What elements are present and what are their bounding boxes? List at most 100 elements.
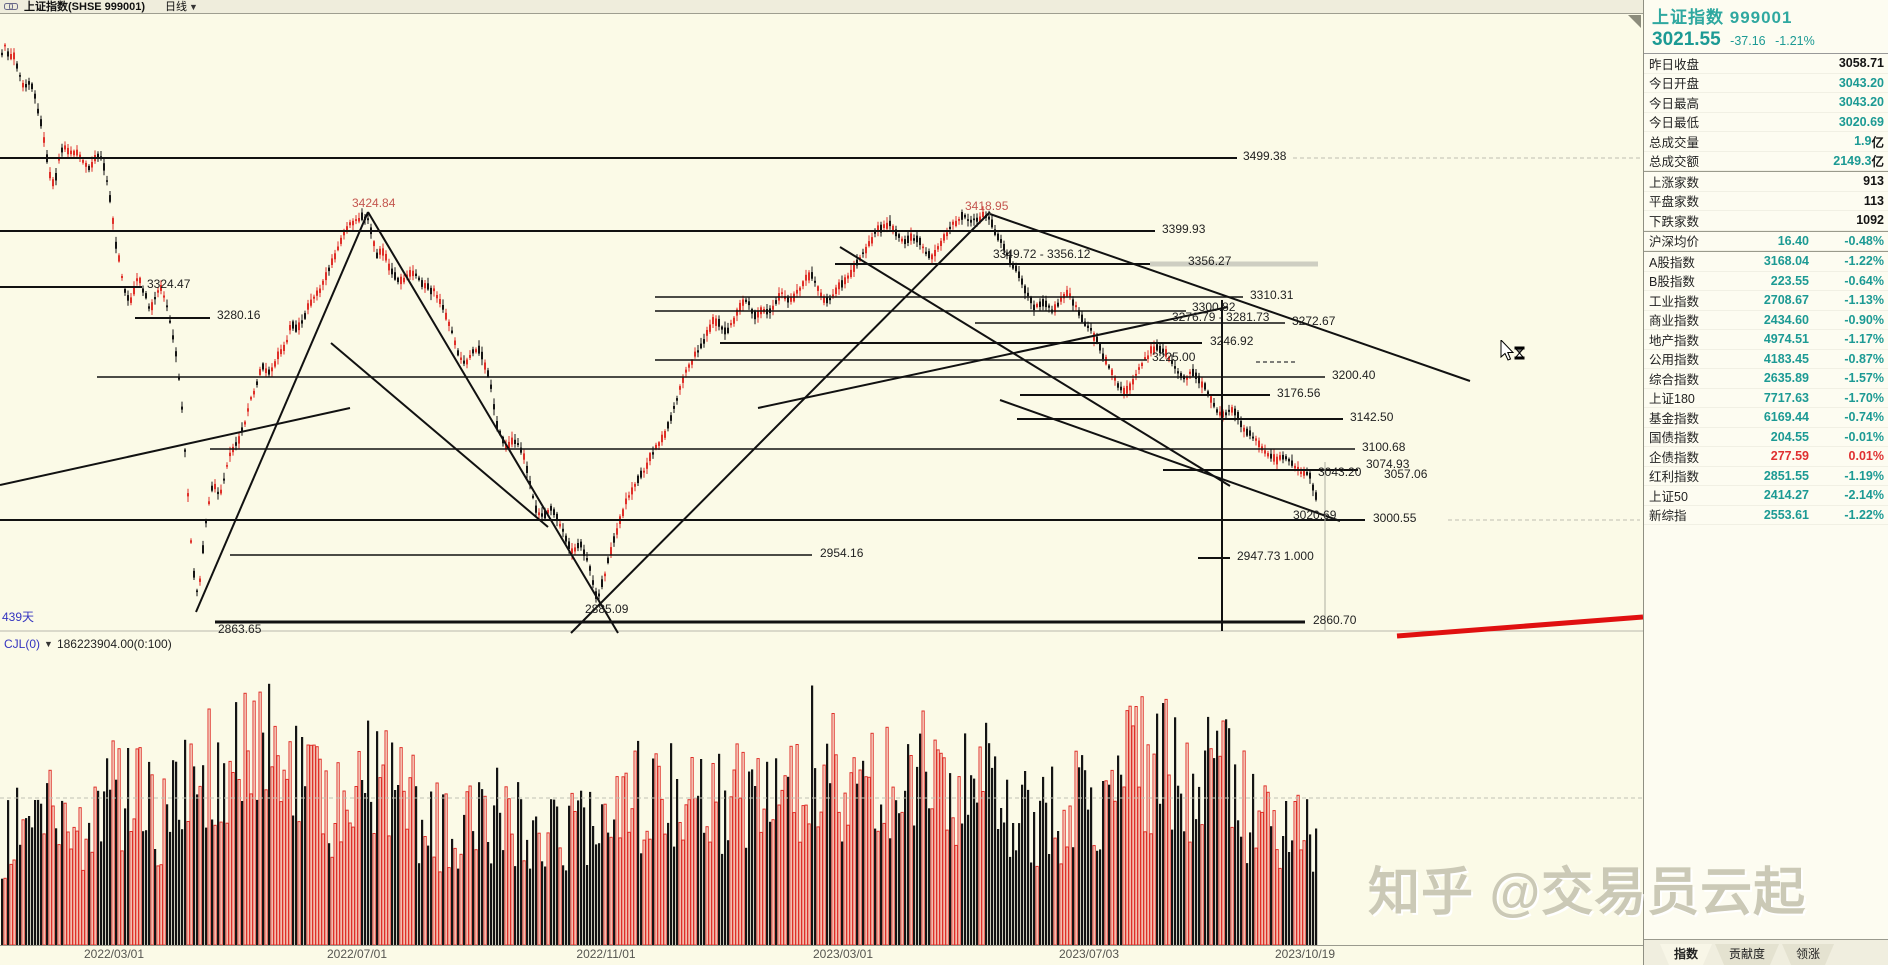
- quote-title: 上证指数 999001: [1652, 3, 1882, 28]
- row-value: 223.55: [1770, 273, 1809, 288]
- index-row[interactable]: A股指数 3168.04 -1.22%: [1644, 252, 1888, 272]
- row-label: 基金指数: [1649, 411, 1700, 426]
- row-value: 277.59: [1770, 449, 1809, 464]
- quote-row[interactable]: 今日最低 3020.69: [1644, 113, 1888, 132]
- price-label: 3418.95: [965, 199, 1009, 213]
- date-tick-label: 2023/10/19: [1275, 947, 1335, 961]
- row-label: 地产指数: [1649, 333, 1700, 348]
- date-axis: 2022/03/01 2022/07/01 2022/11/01 2023/03/01…: [84, 947, 1335, 961]
- price-label: 2954.16: [820, 546, 864, 560]
- quote-row[interactable]: 总成交额 2149.3 亿: [1644, 152, 1888, 171]
- row-value: 6169.44: [1763, 410, 1809, 425]
- price-label: 3499.38: [1243, 149, 1287, 163]
- row-value: 3043.20: [1838, 75, 1884, 90]
- index-quote-list: A股指数 3168.04 -1.22% B股指数 223.55 -0.64% 工业指…: [1644, 251, 1888, 525]
- row-value: 3020.69: [1838, 114, 1884, 129]
- row-value: 3043.20: [1838, 95, 1884, 110]
- price-label: 3272.67: [1292, 314, 1336, 328]
- row-value: 913: [1863, 174, 1884, 189]
- index-row[interactable]: B股指数 223.55 -0.64%: [1644, 272, 1888, 291]
- row-change-pct: -1.13%: [1844, 293, 1884, 308]
- index-row[interactable]: 商业指数 2434.60 -0.90%: [1644, 311, 1888, 330]
- quote-panel: 上证指数 999001 3021.55 -37.16 -1.21% 昨日收盘 3…: [1643, 0, 1888, 965]
- quote-row[interactable]: 总成交量 1.9 亿: [1644, 132, 1888, 152]
- index-row[interactable]: 企债指数 277.59 0.01%: [1644, 447, 1888, 467]
- pane-corner-marker[interactable]: [1628, 15, 1641, 28]
- index-row[interactable]: 地产指数 4974.51 -1.17%: [1644, 330, 1888, 350]
- index-row[interactable]: 基金指数 6169.44 -0.74%: [1644, 408, 1888, 428]
- price-label: 2860.70: [1313, 613, 1357, 627]
- index-row[interactable]: 工业指数 2708.67 -1.13%: [1644, 291, 1888, 311]
- quote-row[interactable]: 昨日收盘 3058.71: [1644, 54, 1888, 74]
- row-value: 3058.71: [1838, 56, 1884, 71]
- row-change-pct: -0.64%: [1844, 273, 1884, 288]
- row-value: 4974.51: [1763, 332, 1809, 347]
- row-unit: 亿: [1871, 155, 1884, 170]
- breadth-row[interactable]: 下跌家数 1092: [1644, 211, 1888, 231]
- price-label: 3020.69: [1293, 508, 1337, 522]
- row-label: 总成交额: [1649, 155, 1700, 170]
- price-label: 3424.84: [352, 196, 396, 210]
- price-label: 3276.79 - 3281.73: [1172, 310, 1270, 324]
- period-label: 日线: [165, 0, 188, 13]
- price-label: 2863.65: [218, 622, 262, 636]
- chart-title: 上证指数(SHSE 999001): [24, 0, 146, 13]
- tab-贡献度[interactable]: 贡献度: [1715, 944, 1779, 965]
- row-label: 国债指数: [1649, 431, 1700, 446]
- row-value: 113: [1863, 193, 1884, 208]
- date-tick-label: 2023/03/01: [813, 947, 873, 961]
- row-label: 上证180: [1649, 392, 1695, 407]
- row-value: 4183.45: [1763, 351, 1809, 366]
- date-tick-label: 2022/11/01: [576, 947, 635, 961]
- row-value: 16.40: [1777, 233, 1809, 248]
- row-change-pct: -1.22%: [1844, 254, 1884, 269]
- index-row[interactable]: 上证50 2414.27 -2.14%: [1644, 486, 1888, 506]
- quote-row[interactable]: 今日开盘 3043.20: [1644, 74, 1888, 93]
- volume-bars: [1, 683, 1318, 946]
- row-label: 新综指: [1649, 509, 1687, 524]
- row-label: 工业指数: [1649, 294, 1700, 309]
- index-row[interactable]: 上证180 7717.63 -1.70%: [1644, 389, 1888, 408]
- last-price: 3021.55: [1652, 29, 1721, 50]
- quote-code: 999001: [1729, 8, 1793, 27]
- row-value: 1092: [1856, 213, 1884, 228]
- indicator-name[interactable]: CJL(0): [4, 637, 41, 651]
- price-label: 3142.50: [1350, 410, 1394, 424]
- price-labels: 3499.38 3424.84 3418.95 3399.93 3349.72 - 33…: [147, 149, 1428, 636]
- candlestick-chart[interactable]: 3499.38 3424.84 3418.95 3399.93 3349.72 - 33…: [0, 0, 1643, 965]
- chevron-down-icon[interactable]: ▼: [44, 639, 53, 649]
- breadth-row[interactable]: 平盘家数 113: [1644, 192, 1888, 211]
- row-change-pct: -2.14%: [1844, 488, 1884, 503]
- breadth-row[interactable]: 上涨家数 913: [1644, 172, 1888, 192]
- period-selector[interactable]: 日线 ▼: [165, 0, 198, 14]
- row-label: 总成交量: [1649, 135, 1700, 150]
- index-row[interactable]: 红利指数 2851.55 -1.19%: [1644, 467, 1888, 486]
- row-label: B股指数: [1649, 275, 1695, 290]
- price-label: 3246.92: [1210, 334, 1254, 348]
- date-tick-label: 2023/07/03: [1059, 947, 1119, 961]
- row-value: 2149.3: [1833, 153, 1872, 168]
- row-label: 沪深均价: [1649, 235, 1700, 250]
- sidebar-tab-bar: 指数 贡献度 领涨: [1644, 939, 1888, 965]
- row-value: 2434.60: [1763, 312, 1809, 327]
- price-label: 3057.06: [1384, 467, 1428, 481]
- tab-指数[interactable]: 指数: [1660, 944, 1712, 965]
- price-label: 3000.55: [1373, 511, 1417, 525]
- index-row[interactable]: 新综指 2553.61 -1.22%: [1644, 506, 1888, 525]
- row-change-pct: -1.57%: [1844, 371, 1884, 386]
- indicator-value: 186223904.00(0:100): [56, 637, 172, 651]
- row-change-pct: -0.74%: [1844, 410, 1884, 425]
- quote-rows: 昨日收盘 3058.71 今日开盘 3043.20 今日最高 3043.20 今日最低…: [1644, 54, 1888, 171]
- tab-领涨[interactable]: 领涨: [1782, 944, 1834, 965]
- row-value: 3168.04: [1763, 254, 1809, 269]
- row-change-pct: -0.90%: [1844, 312, 1884, 327]
- index-row[interactable]: 公用指数 4183.45 -0.87%: [1644, 350, 1888, 369]
- index-row[interactable]: 综合指数 2635.89 -1.57%: [1644, 369, 1888, 389]
- price-label: 3349.72 - 3356.12: [993, 247, 1091, 261]
- row-value: 7717.63: [1763, 390, 1809, 405]
- quote-row[interactable]: 今日最高 3043.20: [1644, 93, 1888, 113]
- average-price-row[interactable]: 沪深均价 16.40 -0.48%: [1644, 232, 1888, 251]
- row-label: 昨日收盘: [1649, 57, 1700, 72]
- index-row[interactable]: 国债指数 204.55 -0.01%: [1644, 428, 1888, 447]
